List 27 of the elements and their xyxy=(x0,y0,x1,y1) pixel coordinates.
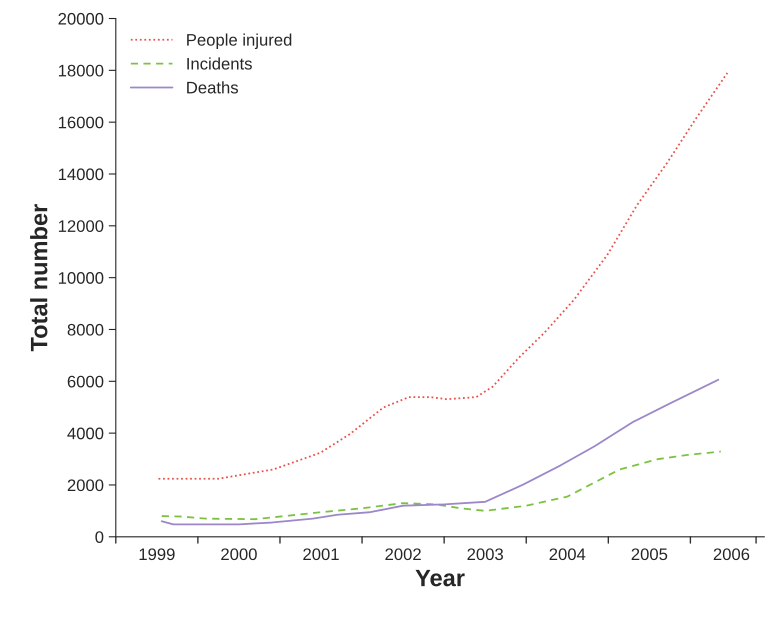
x-tick-label: 2006 xyxy=(714,548,750,560)
x-tick-label: 2004 xyxy=(550,548,586,560)
y-tick-label: 10000 xyxy=(58,272,104,284)
x-tick-label: 2000 xyxy=(221,548,257,560)
y-tick-label: 18000 xyxy=(58,64,104,77)
y-tick-label: 2000 xyxy=(68,479,104,492)
legend-label: Incidents xyxy=(187,57,252,70)
y-tick-label: 8000 xyxy=(68,324,104,336)
x-tick-label: 2003 xyxy=(467,548,503,560)
x-axis-title: Year xyxy=(415,570,465,586)
y-tick-label: 12000 xyxy=(58,220,104,232)
x-tick-label: 2002 xyxy=(385,548,421,560)
y-tick-label: 4000 xyxy=(67,428,104,440)
y-tick-label: 0 xyxy=(95,531,104,543)
line-series xyxy=(160,378,720,526)
y-tick-label: 20000 xyxy=(58,12,104,25)
legend-label: Deaths xyxy=(187,81,238,94)
y-tick-label: 6000 xyxy=(68,376,104,388)
line-series xyxy=(160,450,722,520)
x-tick-label: 1999 xyxy=(140,548,175,560)
x-tick-label: 2001 xyxy=(303,548,339,560)
x-tick-label: 2005 xyxy=(632,548,668,560)
y-axis-title: Total number xyxy=(30,204,48,352)
y-tick-label: 14000 xyxy=(58,168,104,180)
legend-label: People injured xyxy=(187,34,292,50)
y-tick-label: 16000 xyxy=(58,116,104,128)
line-series xyxy=(158,72,728,480)
